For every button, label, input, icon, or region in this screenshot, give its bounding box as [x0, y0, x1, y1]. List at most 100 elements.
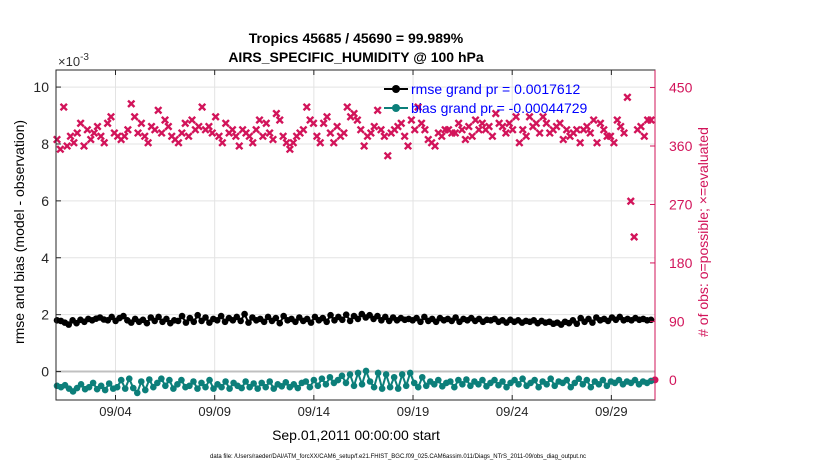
obs-evaluated-point [282, 138, 291, 147]
obs-evaluated-point [511, 112, 521, 121]
bias-point [515, 381, 522, 388]
y-left-tick-label: 2 [41, 307, 49, 323]
rmse-point [307, 319, 315, 326]
obs-evaluated-point [211, 112, 220, 121]
obs-evaluated-point [258, 132, 267, 141]
bias-point [382, 371, 390, 378]
bias-point [254, 385, 261, 392]
bias-point [310, 376, 318, 384]
obs-evaluated-point [562, 125, 571, 134]
bias-point [178, 376, 185, 384]
rmse-point [155, 313, 162, 321]
obs-evaluated-point [56, 145, 65, 154]
bias-point [113, 383, 121, 391]
obs-evaluated-point [248, 138, 257, 147]
bias-point [322, 381, 330, 388]
obs-evaluated-point [356, 125, 365, 134]
bias-series [53, 367, 655, 397]
bias-point [615, 376, 623, 384]
x-tick-label: 09/24 [496, 404, 529, 419]
bias-point [551, 382, 559, 390]
bias-point [491, 376, 498, 384]
obs-evaluated-point [272, 109, 281, 118]
obs-evaluated-point [555, 119, 564, 128]
obs-evaluated-point [376, 125, 386, 134]
obs-evaluated-point [93, 122, 102, 131]
bias-point [390, 373, 398, 381]
obs-evaluated-point [252, 125, 261, 134]
obs-evaluated-point [542, 119, 551, 128]
obs-evaluated-point [309, 119, 318, 128]
obs-evaluated-point [228, 125, 237, 134]
obs-evaluated-point [279, 132, 288, 141]
obs-evaluated-point [522, 132, 531, 141]
obs-evaluated-point [599, 125, 608, 134]
obs-evaluated-point [90, 128, 99, 138]
rmse-point [213, 317, 221, 324]
bias-point [571, 379, 579, 387]
bias-point [451, 383, 458, 391]
obs-evaluated-point [184, 132, 193, 141]
bias-point [430, 381, 438, 388]
bias-point [166, 376, 173, 384]
bias-point [270, 385, 278, 392]
obs-evaluated-point [501, 128, 510, 138]
obs-evaluated-point [535, 128, 544, 138]
obs-evaluated-point [285, 145, 294, 154]
axis-ticks: 09/04 09/09 09/14 09/19 09/24 09/29 0 2 4 6 8 10 0 90… [33, 70, 693, 419]
obs-evaluated-point [127, 99, 136, 108]
bias-point [85, 383, 93, 391]
obs-evaluated-point [123, 125, 132, 134]
bias-point [133, 389, 141, 397]
bias-point [158, 375, 165, 382]
obs-evaluated-point [86, 135, 95, 144]
y-right-tick-label: 0 [669, 372, 677, 388]
obs-evaluated-point [79, 141, 89, 151]
obs-evaluated-point [484, 122, 494, 131]
obs-evaluated-point [268, 135, 278, 144]
obs-evaluated-point [461, 135, 470, 144]
bias-point [218, 383, 225, 391]
obs-evaluated-point [96, 132, 105, 141]
obs-evaluated-point [407, 115, 416, 125]
obs-evaluated-point [103, 119, 112, 128]
rmse-point [143, 319, 151, 327]
bias-point [583, 376, 591, 384]
bias-point [190, 378, 197, 385]
obs-evaluated-point [370, 122, 379, 131]
obs-evaluated-point [100, 138, 109, 147]
bias-point [374, 369, 382, 377]
bias-point [342, 379, 350, 387]
obs-evaluated-point [626, 197, 635, 206]
obs-evaluated-point [515, 138, 524, 147]
obs-evaluated-point [322, 112, 332, 121]
obs-evaluated-point [589, 115, 598, 125]
bias-point [418, 373, 426, 381]
rmse-point [589, 319, 596, 326]
obs-evaluated-point [214, 132, 224, 141]
bias-point [258, 379, 265, 387]
rmse-point [327, 311, 334, 319]
obs-evaluated-point [640, 132, 649, 141]
obs-evaluated-point [160, 115, 170, 125]
rmse-point [272, 314, 280, 322]
bias-point [499, 378, 506, 385]
bias-point [511, 376, 518, 384]
obs-evaluated-point [420, 125, 429, 134]
y-left-tick-label: 8 [41, 136, 49, 152]
obs-evaluated-point [491, 109, 500, 118]
legend-rmse-label: rmse grand pr = 0.0017612 [411, 81, 580, 97]
bias-point [531, 376, 538, 384]
y-left-tick-label: 0 [41, 364, 49, 380]
bias-point [647, 377, 655, 385]
obs-evaluated-point [474, 125, 483, 134]
rmse-point [374, 312, 381, 320]
bias-point [378, 385, 386, 392]
obs-evaluated-point [130, 112, 139, 121]
bias-point [402, 382, 410, 390]
obs-evaluated-point [76, 119, 85, 128]
obs-evaluated-point [532, 119, 541, 128]
obs-evaluated-point [73, 128, 82, 138]
x-tick-label: 09/04 [99, 404, 132, 419]
obs-evaluated-point [329, 138, 338, 147]
